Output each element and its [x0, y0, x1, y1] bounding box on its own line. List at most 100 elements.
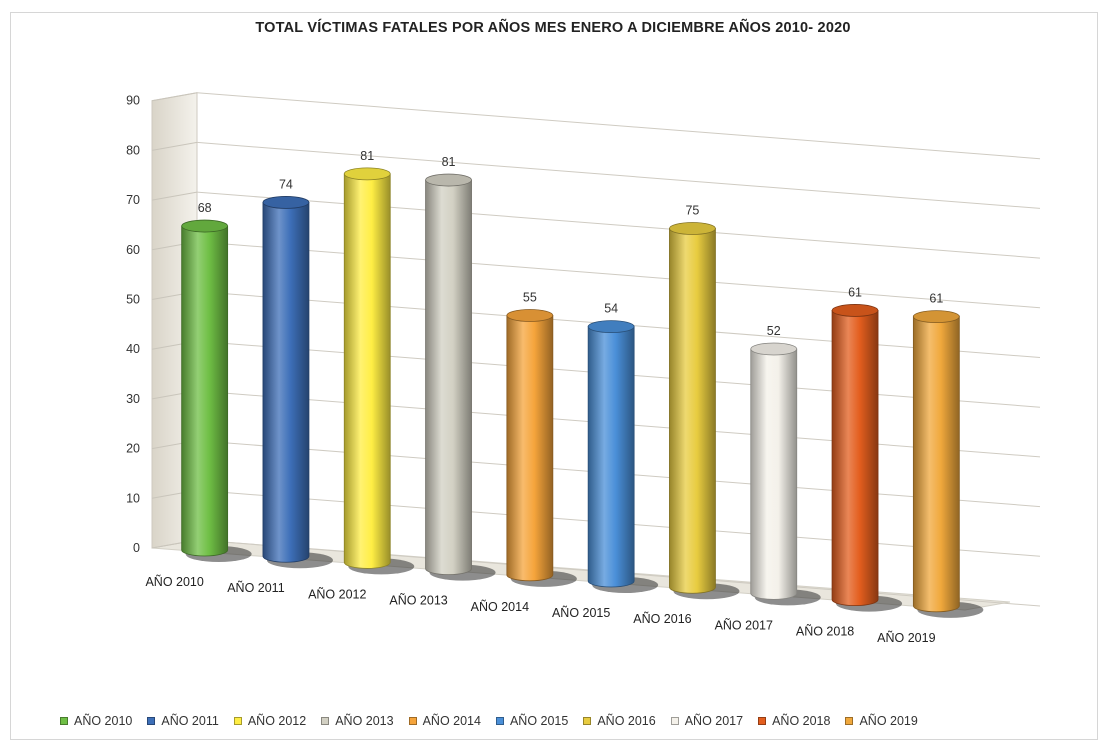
bar-body — [506, 315, 554, 582]
legend-item: AÑO 2019 — [845, 714, 918, 728]
bar-body — [669, 228, 716, 594]
legend-swatch — [408, 717, 417, 725]
bar-cap — [425, 173, 472, 187]
legend-label: AÑO 2010 — [74, 714, 133, 728]
x-tick-label: AÑO 2010 — [145, 575, 203, 589]
legend-label: AÑO 2011 — [161, 714, 219, 728]
bar-a-o-2017: 52 — [750, 324, 821, 606]
gridline-back — [196, 141, 1041, 209]
bar-a-o-2012: 81 — [343, 149, 415, 575]
x-tick-label: AÑO 2019 — [877, 631, 935, 645]
bar-cap — [750, 342, 798, 356]
data-label: 52 — [767, 324, 781, 338]
legend-swatch — [495, 717, 504, 725]
data-label: 68 — [198, 201, 212, 215]
y-tick-label: 80 — [126, 143, 140, 157]
legend-item: AÑO 2015 — [495, 714, 569, 728]
legend-swatch — [670, 717, 679, 725]
bar-cap — [506, 309, 554, 322]
y-tick-label: 60 — [126, 243, 140, 257]
data-label: 61 — [848, 285, 862, 299]
bar-a-o-2010: 68 — [181, 201, 252, 563]
bar-a-o-2016: 75 — [669, 203, 740, 600]
legend-item: AÑO 2017 — [670, 714, 744, 728]
bar-a-o-2014: 55 — [506, 290, 577, 587]
x-tick-label: AÑO 2018 — [796, 625, 854, 639]
bar-body — [262, 202, 310, 563]
gridline-side — [151, 141, 198, 151]
y-tick-label: 90 — [126, 94, 140, 108]
chart-legend: AÑO 2010 AÑO 2011 AÑO 2012 AÑO 2013 AÑO 2014… — [60, 712, 1060, 730]
gridline-back — [196, 191, 1041, 259]
legend-item: AÑO 2018 — [758, 714, 830, 728]
bar-a-o-2018: 61 — [831, 285, 903, 612]
bar-cap — [343, 167, 391, 181]
data-label: 75 — [685, 203, 699, 217]
legend-label: AÑO 2015 — [509, 714, 569, 728]
bar-cap — [669, 222, 716, 235]
x-tick-label: AÑO 2011 — [227, 581, 284, 595]
legend-label: AÑO 2014 — [422, 714, 481, 728]
y-tick-label: 10 — [126, 491, 140, 505]
legend-item: AÑO 2016 — [583, 714, 656, 728]
legend-label: AÑO 2012 — [247, 714, 307, 728]
legend-swatch — [233, 717, 242, 725]
data-label: 74 — [279, 177, 293, 191]
bar-a-o-2011: 74 — [262, 177, 333, 569]
bar-body — [343, 173, 391, 569]
bar-cap — [831, 304, 879, 317]
bar-body — [750, 348, 798, 600]
x-tick-label: AÑO 2013 — [389, 594, 447, 608]
x-tick-label: AÑO 2015 — [552, 606, 610, 620]
bar-a-o-2013: 81 — [425, 155, 496, 581]
legend-swatch — [321, 717, 330, 725]
legend-swatch — [60, 717, 68, 725]
y-tick-label: 0 — [133, 541, 140, 555]
legend-swatch — [583, 717, 592, 725]
gridline-side — [151, 191, 198, 201]
y-tick-label: 30 — [126, 392, 140, 406]
bar-cap — [587, 320, 635, 334]
bar-cap — [262, 196, 310, 209]
legend-label: AÑO 2016 — [597, 714, 656, 728]
y-tick-label: 40 — [126, 342, 140, 356]
bar-body — [587, 326, 635, 588]
data-label: 61 — [929, 292, 943, 306]
data-label: 54 — [604, 302, 618, 316]
y-tick-label: 70 — [126, 193, 140, 207]
legend-swatch — [845, 717, 854, 725]
legend-item: AÑO 2011 — [147, 714, 219, 728]
data-label: 81 — [360, 149, 374, 163]
x-tick-label: AÑO 2017 — [715, 618, 773, 632]
x-tick-label: AÑO 2014 — [471, 600, 529, 614]
legend-swatch — [758, 717, 767, 725]
gridline-back — [196, 241, 1041, 309]
legend-item: AÑO 2014 — [408, 714, 481, 728]
gridline-side — [151, 92, 198, 102]
y-tick-label: 50 — [126, 293, 140, 307]
bar-cap — [181, 219, 229, 233]
y-tick-label: 20 — [126, 442, 140, 456]
bar-a-o-2015: 54 — [587, 302, 659, 594]
bar-a-o-2019: 61 — [912, 292, 984, 618]
legend-label: AÑO 2017 — [684, 714, 744, 728]
bar-body — [425, 179, 472, 575]
legend-item: AÑO 2012 — [233, 714, 307, 728]
chart-title: TOTAL VÍCTIMAS FATALES POR AÑOS MES ENER… — [255, 20, 851, 36]
legend-swatch — [147, 717, 156, 725]
x-tick-label: AÑO 2012 — [308, 587, 366, 601]
legend-label: AÑO 2019 — [859, 714, 918, 728]
gridline-back — [196, 92, 1041, 160]
bar-body — [831, 310, 879, 606]
data-label: 55 — [523, 290, 537, 304]
legend-item: AÑO 2010 — [60, 714, 132, 728]
legend-item: AÑO 2013 — [321, 714, 394, 728]
bar-cap — [912, 310, 960, 324]
bar-body — [181, 225, 229, 557]
data-label: 81 — [442, 155, 456, 169]
bar-body — [912, 316, 960, 613]
legend-label: AÑO 2013 — [335, 714, 394, 728]
legend-label: AÑO 2018 — [772, 714, 831, 728]
x-tick-label: AÑO 2016 — [633, 612, 691, 626]
